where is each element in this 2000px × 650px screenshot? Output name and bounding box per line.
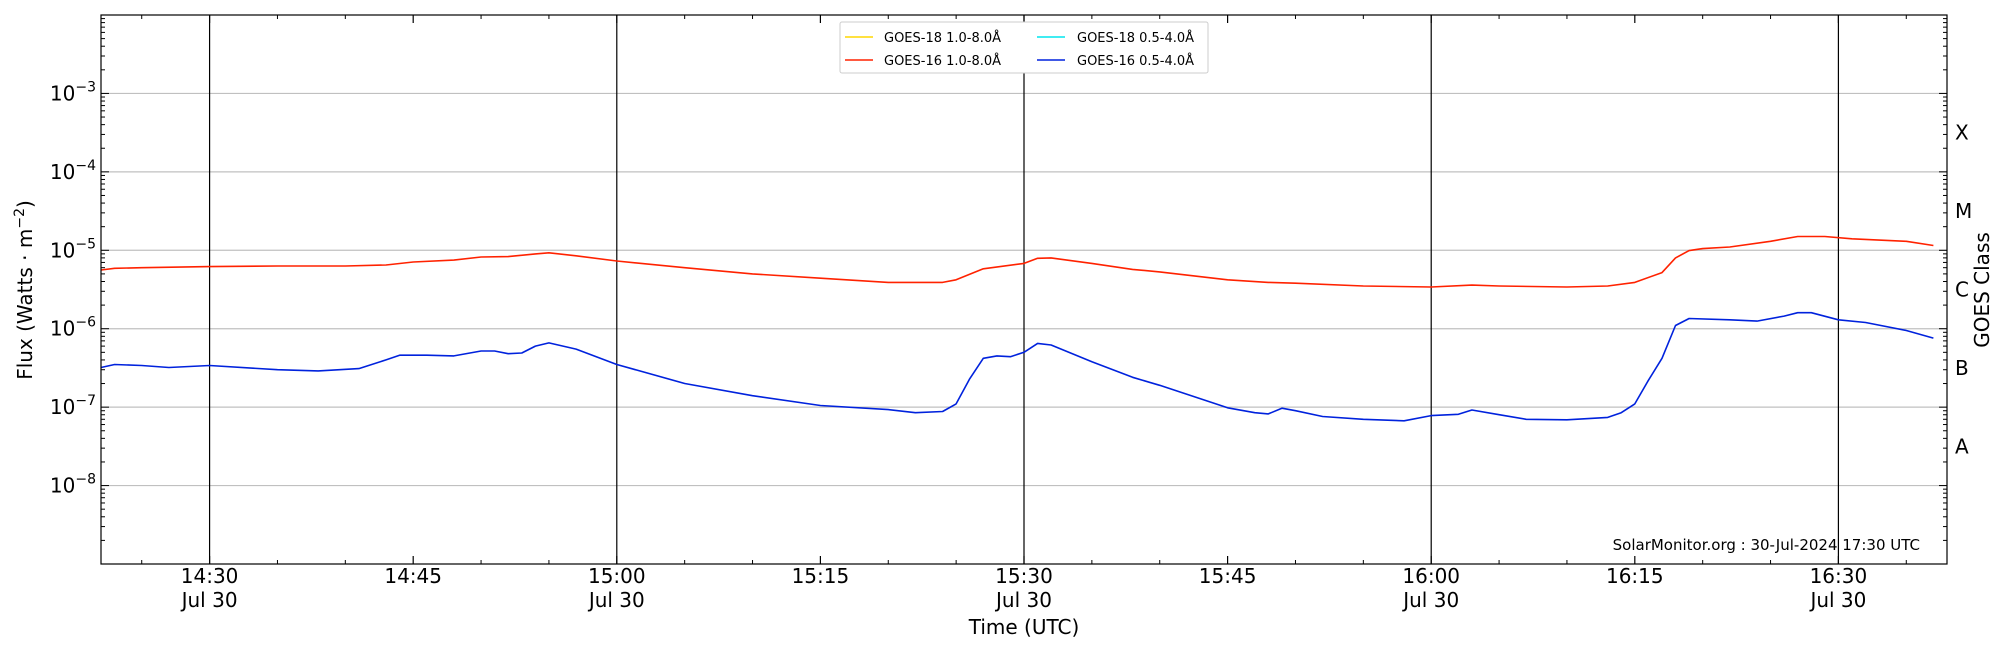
series-line <box>100 235 1934 288</box>
x-tick-label: 15:30 <box>995 564 1053 588</box>
x-tick-label: 16:15 <box>1606 564 1664 588</box>
y-tick-label: 10−4 <box>50 158 96 184</box>
y-tick-exponent: −6 <box>75 315 96 331</box>
y-tick-label: 10−3 <box>50 79 96 105</box>
x-tick-date-label: Jul 30 <box>180 588 238 612</box>
credit-text: SolarMonitor.org : 30-Jul-2024 17:30 UTC <box>1613 536 1920 554</box>
legend-box <box>839 21 1209 74</box>
y-axis-title-main: Flux (Watts · m <box>13 229 37 380</box>
y-tick-base: 10 <box>50 238 75 262</box>
y-axis-title: Flux (Watts · m−2) <box>12 200 37 380</box>
x-tick-label: 16:00 <box>1402 564 1460 588</box>
y-tick-exponent: −5 <box>75 236 96 252</box>
y-tick-base: 10 <box>50 81 75 105</box>
goes-class-label: M <box>1955 199 1972 223</box>
vertical-lines-layer <box>208 15 1840 564</box>
y-axis-title-sup: −2 <box>12 208 28 229</box>
x-tick-date-label: Jul 30 <box>994 588 1052 612</box>
legend-label-goes18-short: GOES-18 0.5-4.0Å <box>1077 30 1194 46</box>
y-tick-exponent: −7 <box>75 393 96 409</box>
legend-label-goes16-long: GOES-16 1.0-8.0Å <box>884 53 1001 69</box>
y-tick-base: 10 <box>50 395 75 419</box>
x-tick-date-label: Jul 30 <box>1808 588 1866 612</box>
series-line <box>100 311 1934 422</box>
x-tick-label: 15:45 <box>1199 564 1257 588</box>
goes-class-title: GOES Class <box>1970 232 1994 348</box>
y-axis-title-close: ) <box>13 200 37 208</box>
x-tick-label: 14:45 <box>384 564 442 588</box>
legend-label-goes18-long: GOES-18 1.0-8.0Å <box>884 30 1001 46</box>
y-tick-label: 10−8 <box>50 472 96 498</box>
x-tick-date-label: Jul 30 <box>587 588 645 612</box>
y-tick-base: 10 <box>50 160 75 184</box>
goes-class-label: C <box>1955 278 1969 302</box>
y-tick-label: 10−7 <box>50 393 96 419</box>
series-layer <box>100 235 1934 422</box>
x-axis-title: Time (UTC) <box>968 615 1080 639</box>
y-tick-label: 10−6 <box>50 315 96 341</box>
legend: GOES-18 1.0-8.0Å GOES-18 0.5-4.0Å GOES-1… <box>839 21 1209 74</box>
goes-class-label: X <box>1955 121 1969 145</box>
x-tick-date-label: Jul 30 <box>1401 588 1459 612</box>
y-tick-base: 10 <box>50 474 75 498</box>
x-tick-label: 15:00 <box>588 564 646 588</box>
goes-class-label: A <box>1955 434 1969 458</box>
y-tick-base: 10 <box>50 317 75 341</box>
x-tick-label: 14:30 <box>181 564 239 588</box>
y-tick-exponent: −8 <box>75 472 96 488</box>
tick-layer <box>101 15 1947 565</box>
y-tick-exponent: −4 <box>75 158 96 174</box>
x-tick-label: 15:15 <box>792 564 850 588</box>
x-tick-label: 16:30 <box>1810 564 1868 588</box>
legend-label-goes16-short: GOES-16 0.5-4.0Å <box>1077 53 1194 69</box>
y-tick-label: 10−5 <box>50 236 96 262</box>
goes-class-label: B <box>1955 356 1969 380</box>
y-tick-exponent: −3 <box>75 79 96 95</box>
